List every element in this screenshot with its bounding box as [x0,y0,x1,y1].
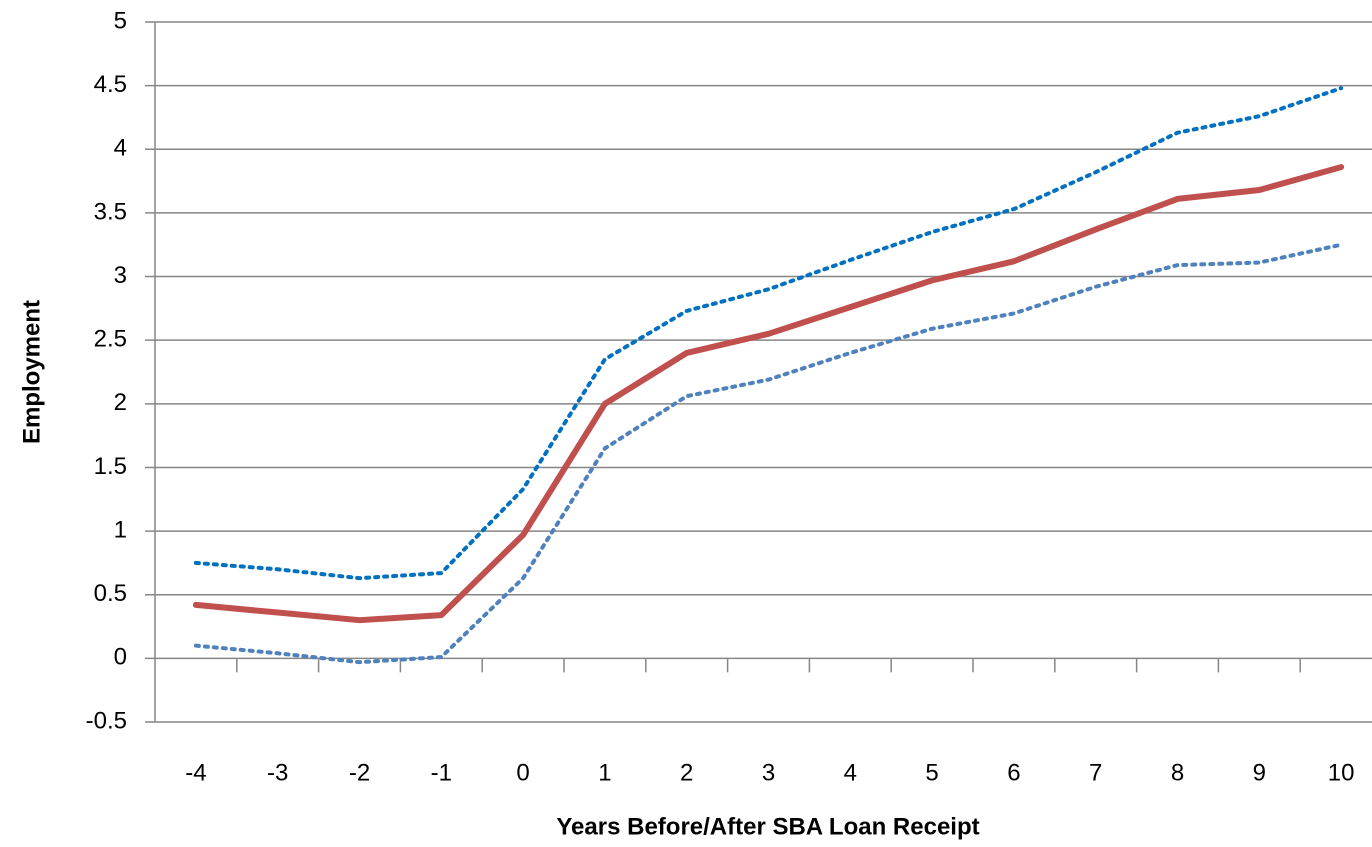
y-tick-label: 3 [114,262,127,289]
series-line [192,164,1345,624]
y-tick-label: 3.5 [94,198,127,225]
x-tick-label: 3 [762,759,775,786]
x-tick-label: 1 [598,759,611,786]
x-tick-label: 0 [516,759,529,786]
x-tick-label: 5 [925,759,938,786]
y-tick-label: 0 [114,644,127,671]
y-axis-title: Employment [18,300,45,444]
y-tick-label: 2 [114,389,127,416]
x-tick-label: 10 [1328,759,1355,786]
x-tick-label: 9 [1253,759,1266,786]
x-tick-label: -1 [431,759,452,786]
x-tick-label: -4 [185,759,206,786]
x-axis-title: Years Before/After SBA Loan Receipt [556,813,979,840]
x-tick-label: 2 [680,759,693,786]
y-tick-label: 4 [114,135,127,162]
x-tick-label: -2 [349,759,370,786]
y-tick-label: 1 [114,516,127,543]
x-tick-label: 4 [844,759,857,786]
y-tick-label: 0.5 [94,580,127,607]
x-tick-label: 6 [1007,759,1020,786]
y-tick-label: 2.5 [94,326,127,353]
y-tick-label: 1.5 [94,453,127,480]
series-line [193,242,1344,665]
y-tick-label: -0.5 [86,707,127,734]
y-tick-label: 5 [114,7,127,34]
series-line [193,86,1344,581]
x-tick-label: 7 [1089,759,1102,786]
x-tick-label: 8 [1171,759,1184,786]
x-tick-label: -3 [267,759,288,786]
y-tick-label: 4.5 [94,71,127,98]
